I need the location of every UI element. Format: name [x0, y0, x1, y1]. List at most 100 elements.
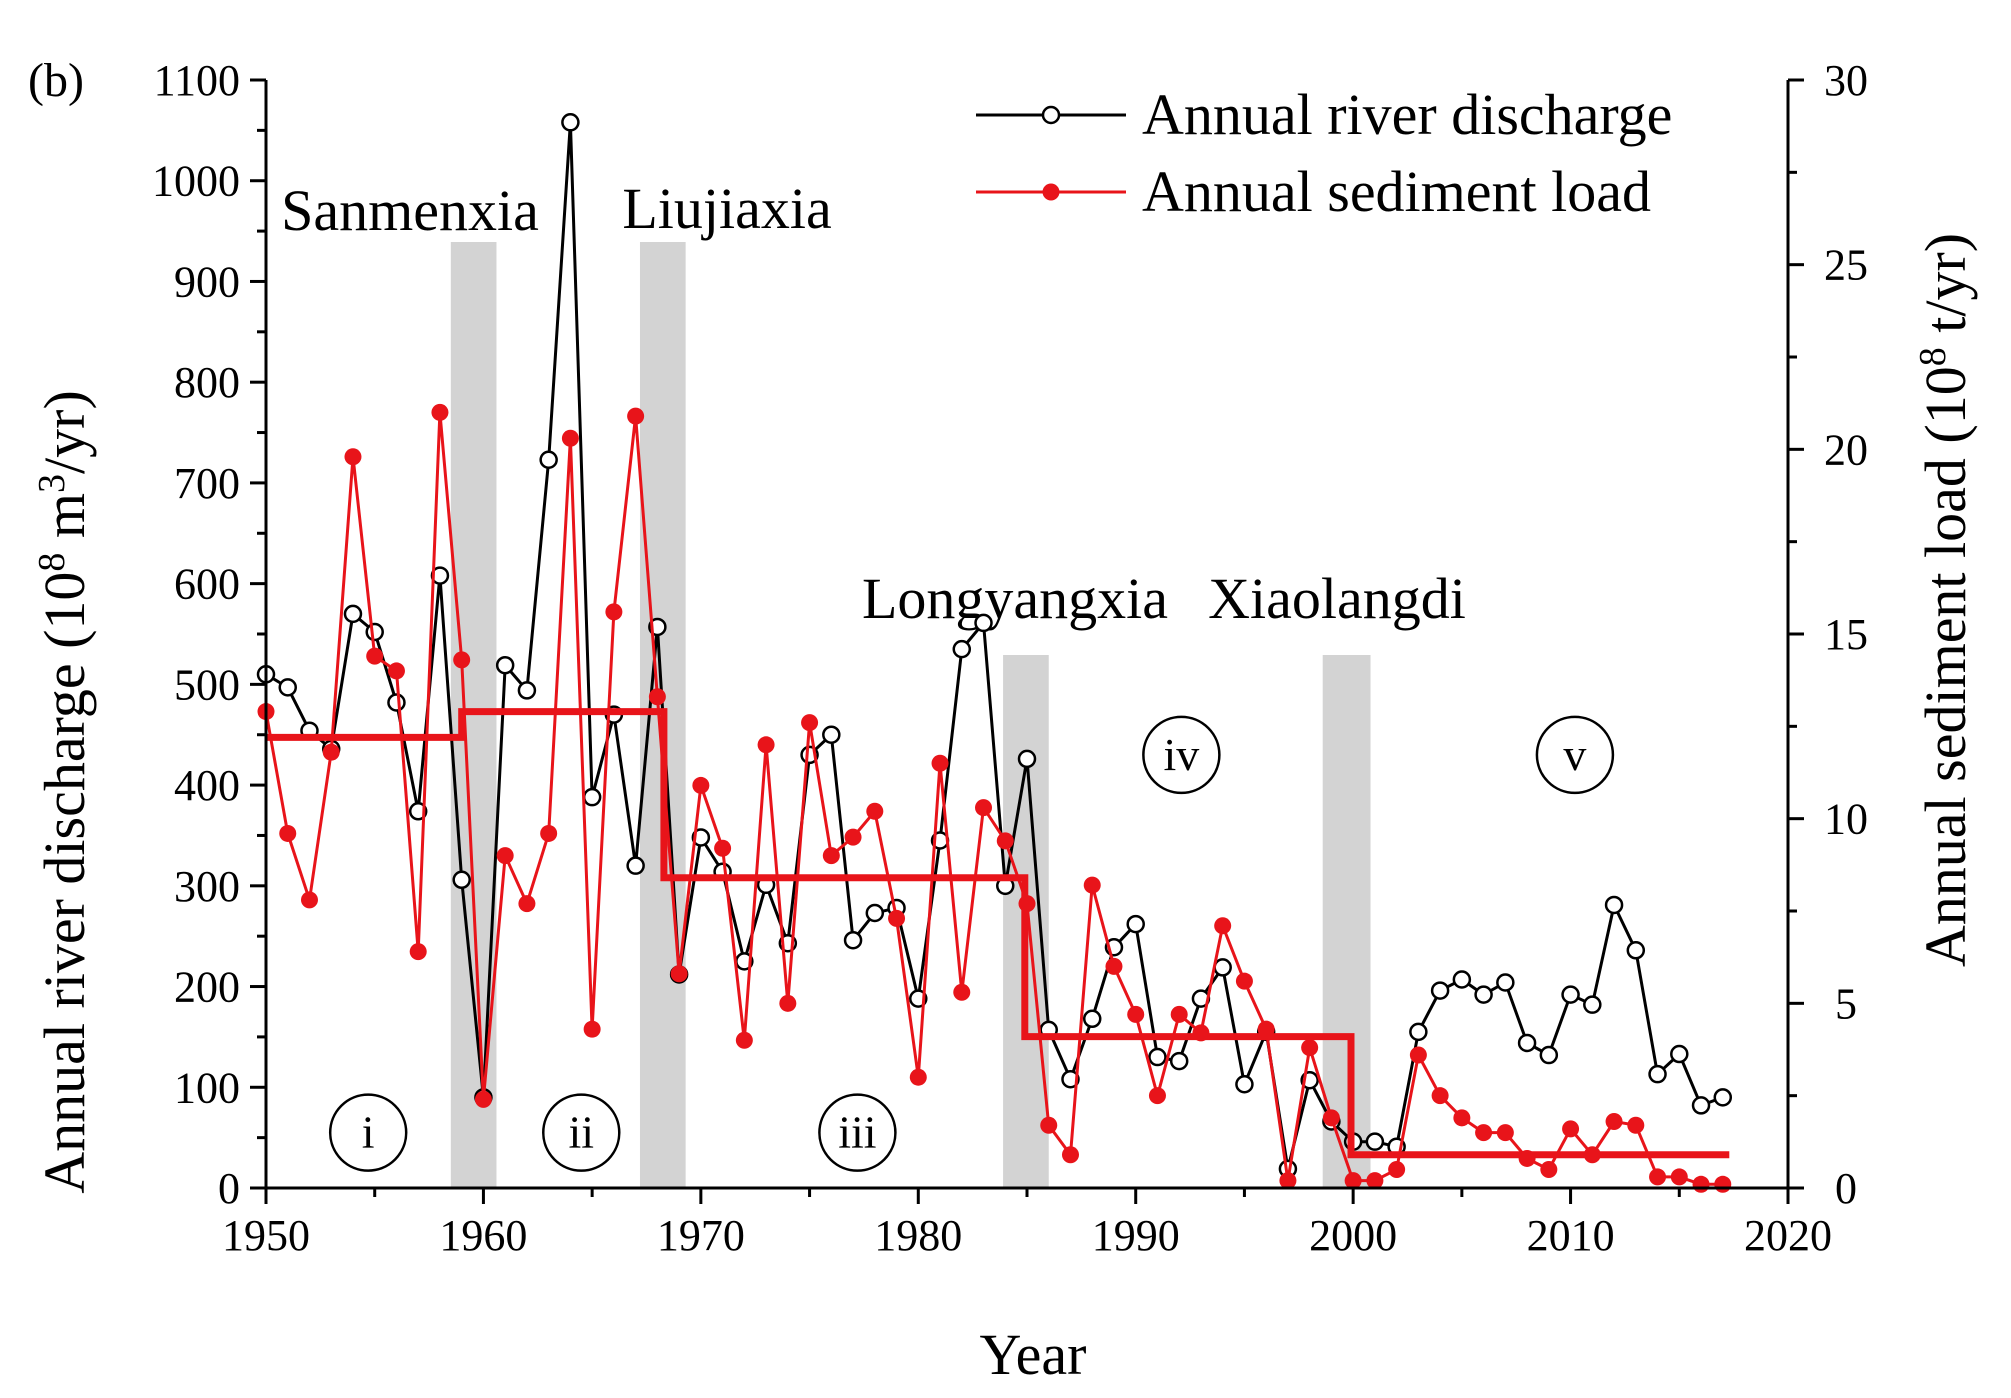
data-point-2004 — [1431, 1087, 1449, 1105]
y-left-axis-title: Annual river discharge (108 m3/yr) — [31, 390, 97, 1194]
data-point-1998 — [1301, 1039, 1319, 1057]
data-point-1985 — [1017, 749, 1037, 769]
data-point-1956 — [387, 693, 406, 712]
period-text: iv — [1163, 729, 1199, 780]
data-point-1982 — [952, 639, 972, 659]
data-point-1995 — [1235, 972, 1253, 990]
data-point-2013 — [1627, 1116, 1645, 1134]
data-point-2016 — [1691, 1096, 1711, 1115]
data-point-1965 — [582, 787, 602, 807]
data-point-2005 — [1453, 1109, 1471, 1127]
data-point-2003 — [1409, 1046, 1427, 1064]
reservoir-label-liujiaxia: Liujiaxia — [622, 176, 831, 241]
data-point-1974 — [779, 994, 797, 1012]
y-left-tick-label-1100: 1100 — [154, 56, 240, 105]
x-tick-label-2010: 2010 — [1527, 1211, 1615, 1260]
panel-label: (b) — [28, 54, 84, 107]
data-point-2010 — [1561, 985, 1580, 1004]
x-axis-title: Year — [980, 1322, 1087, 1387]
data-point-1958 — [431, 403, 449, 421]
data-point-1980 — [909, 1068, 927, 1086]
data-point-2006 — [1475, 1124, 1493, 1142]
data-point-2008 — [1517, 1033, 1537, 1053]
data-point-2017 — [1714, 1175, 1732, 1193]
period-circle — [1535, 715, 1615, 795]
data-point-1953 — [322, 743, 340, 761]
reservoir-label-sanmenxia: Sanmenxia — [281, 178, 539, 243]
data-point-1959 — [452, 870, 471, 890]
x-tick-label-1980: 1980 — [874, 1211, 962, 1260]
data-point-1986 — [1040, 1116, 1058, 1134]
legend-sediment-label: Annual sediment load — [1142, 159, 1651, 224]
y-left-tick-label-100: 100 — [174, 1063, 240, 1112]
data-point-1960 — [474, 1090, 492, 1108]
data-point-1965 — [583, 1020, 601, 1038]
period-text: i — [362, 1107, 375, 1158]
period-circle — [818, 1093, 897, 1172]
data-point-1964 — [561, 113, 580, 132]
y-right-tick-label-30: 30 — [1824, 56, 1868, 105]
data-point-1954 — [343, 604, 363, 624]
data-point-1995 — [1235, 1075, 1254, 1094]
x-tick-label-1970: 1970 — [657, 1211, 745, 1260]
data-point-2015 — [1670, 1168, 1688, 1186]
data-point-1952 — [300, 891, 318, 909]
data-point-1987 — [1061, 1146, 1079, 1164]
axes: 1950 1960 1970 1980 1990 2000 2010 202001002003… — [152, 56, 1868, 1260]
data-point-2013 — [1626, 941, 1646, 960]
y-left-tick-label-600: 600 — [174, 560, 240, 609]
data-point-1999 — [1322, 1109, 1340, 1127]
data-point-2014 — [1649, 1168, 1667, 1186]
data-point-1992 — [1170, 1005, 1188, 1023]
data-point-1990 — [1126, 914, 1145, 934]
data-point-1997 — [1279, 1172, 1297, 1190]
data-point-1991 — [1148, 1047, 1167, 1067]
data-point-2012 — [1604, 895, 1624, 915]
period-label-iii: iii — [818, 1093, 897, 1172]
x-tick-label-2000: 2000 — [1309, 1211, 1397, 1260]
x-tick-label-1950: 1950 — [222, 1211, 310, 1260]
data-point-1967 — [627, 407, 645, 425]
data-point-1970 — [692, 776, 710, 794]
y-left-tick-label-0: 0 — [218, 1164, 240, 1213]
data-point-1959 — [453, 651, 471, 669]
step-mean-path — [266, 708, 1730, 1159]
data-point-1966 — [605, 603, 623, 621]
data-point-2007 — [1496, 1124, 1514, 1142]
y-right-tick-label-20: 20 — [1824, 425, 1868, 474]
y-left-tick-label-900: 900 — [174, 257, 240, 306]
legend-discharge-label: Annual river discharge — [1142, 82, 1672, 147]
data-point-1988 — [1083, 876, 1101, 894]
data-point-1982 — [953, 983, 971, 1001]
period-label-iv: iv — [1142, 715, 1221, 795]
data-point-1971 — [714, 839, 732, 857]
y-left-tick-label-800: 800 — [174, 358, 240, 407]
x-tick-label-1960: 1960 — [439, 1211, 527, 1260]
y-left-tick-label-300: 300 — [174, 862, 240, 911]
data-point-1955 — [365, 622, 384, 642]
data-point-1990 — [1127, 1005, 1145, 1023]
y-left-tick-label-700: 700 — [174, 459, 240, 508]
data-point-1961 — [495, 655, 515, 675]
data-point-2015 — [1670, 1044, 1689, 1064]
data-point-1962 — [518, 895, 536, 913]
data-point-2010 — [1562, 1120, 1580, 1138]
data-point-1962 — [517, 681, 537, 700]
data-point-1978 — [865, 903, 885, 923]
reservoir-label-longyangxia: Longyangxia — [862, 566, 1168, 631]
data-point-1976 — [822, 847, 840, 865]
data-point-1991 — [1148, 1087, 1166, 1105]
x-tick-label-2020: 2020 — [1744, 1211, 1832, 1260]
data-point-1976 — [822, 725, 841, 744]
data-point-1951 — [279, 824, 297, 842]
data-point-1973 — [757, 736, 775, 754]
legend-sediment-marker — [1042, 183, 1060, 201]
data-point-1951 — [278, 678, 297, 697]
y-right-tick-label-5: 5 — [1835, 979, 1857, 1028]
data-point-1972 — [735, 1031, 753, 1049]
data-point-1981 — [931, 754, 949, 772]
y-right-tick-label-25: 25 — [1824, 241, 1868, 290]
data-point-2012 — [1605, 1113, 1623, 1131]
data-point-1954 — [344, 448, 362, 466]
